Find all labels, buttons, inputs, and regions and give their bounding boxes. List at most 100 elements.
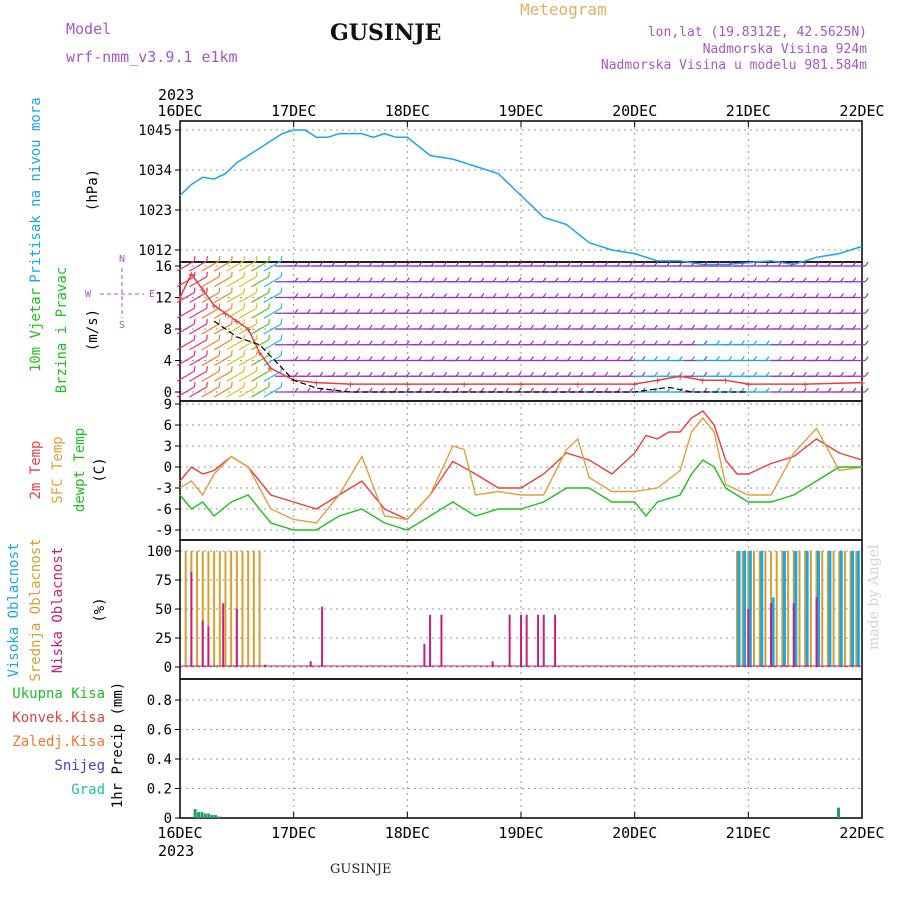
wind-barb-flag bbox=[368, 371, 373, 377]
panel-2: 0 4 8 12 16 bbox=[155, 259, 863, 402]
wind-barb-flag bbox=[243, 318, 246, 325]
wind-barb-flag bbox=[579, 308, 584, 314]
wind-barb-flag bbox=[554, 324, 559, 330]
wind-barb-flag bbox=[728, 371, 733, 377]
precip-legend-2: Konvek.Kisa bbox=[12, 710, 105, 726]
wind-barb-flag bbox=[430, 261, 435, 267]
wind-barb-flag bbox=[230, 318, 233, 325]
wind-barb-flag bbox=[406, 356, 410, 361]
y-tick-label: 6 bbox=[164, 418, 172, 434]
compass-east-label: E bbox=[149, 289, 155, 300]
low-cloud-label: Niska Oblacnost bbox=[50, 547, 66, 673]
wind-barb-flag bbox=[406, 387, 410, 393]
wind-barb-flag bbox=[554, 261, 559, 267]
wind-barb-flag bbox=[579, 324, 584, 330]
wind-barb bbox=[201, 276, 220, 288]
wind-barb-flag bbox=[381, 261, 386, 267]
wind-barb-flag bbox=[579, 293, 584, 298]
wind-barb-flag bbox=[703, 293, 708, 298]
wind-barb-flag bbox=[406, 340, 410, 346]
wind-barb-flag bbox=[344, 340, 348, 346]
wind-barb bbox=[263, 339, 282, 351]
wind-barb-flag bbox=[666, 387, 671, 393]
wind-barb bbox=[251, 354, 270, 367]
precip-bar bbox=[217, 816, 221, 818]
wind-barb-flag bbox=[567, 293, 572, 298]
wind-barb-flag bbox=[381, 356, 386, 361]
wind-axis-label-1: 10m Vjetar bbox=[28, 288, 44, 372]
time-tick-label-bottom: 16DEC bbox=[157, 824, 202, 842]
wind-barb-flag bbox=[331, 356, 336, 361]
wind-barb-flag bbox=[268, 318, 270, 325]
wind-barb-flag bbox=[678, 371, 683, 377]
wind-barb-flag bbox=[430, 308, 435, 314]
wind-barb-flag bbox=[443, 293, 448, 298]
wind-barb bbox=[213, 323, 232, 335]
meteogram-label: Meteogram bbox=[520, 0, 607, 19]
wind-barb-flag bbox=[443, 277, 448, 283]
wind-barb-flag bbox=[230, 271, 233, 277]
wind-barb-flag bbox=[728, 340, 733, 346]
wind-barb-flag bbox=[703, 387, 708, 393]
wind-barb-flag bbox=[480, 261, 485, 267]
wind-barb-flag bbox=[802, 308, 807, 314]
wind-barb-flag bbox=[255, 318, 258, 325]
wind-barb bbox=[176, 307, 195, 319]
wind-barb-flag bbox=[530, 340, 534, 346]
wind-speed-marker: + bbox=[700, 374, 707, 387]
y-tick-label: 8 bbox=[164, 322, 172, 338]
wind-barb-flag bbox=[455, 387, 460, 393]
cloud-series-2 bbox=[737, 551, 860, 667]
wind-barb-flag bbox=[268, 271, 270, 277]
wind-barb-flag bbox=[604, 387, 609, 393]
time-tick-label-bottom: 21DEC bbox=[726, 824, 771, 842]
wind-barb-flag bbox=[393, 371, 398, 377]
wind-barb-flag bbox=[243, 381, 246, 388]
wind-barb-flag bbox=[666, 324, 671, 330]
wind-barb bbox=[201, 339, 220, 351]
wind-barb-flag bbox=[703, 324, 708, 330]
wind-barb-flag bbox=[641, 324, 646, 330]
wind-barb-flag bbox=[218, 350, 221, 356]
wind-barb bbox=[176, 339, 195, 351]
wind-barb-flag bbox=[356, 308, 361, 314]
y-tick-label: 0 bbox=[164, 811, 172, 827]
wind-barb-flag bbox=[406, 371, 410, 377]
wind-barb-flag bbox=[592, 277, 596, 283]
wind-barb-flag bbox=[393, 261, 398, 267]
wind-barb-flag bbox=[505, 277, 510, 283]
wind-barb-flag bbox=[368, 293, 373, 298]
wind-barb bbox=[189, 339, 208, 351]
wind-barb-flag bbox=[604, 340, 609, 346]
y-tick-label: 50 bbox=[155, 602, 172, 618]
y-tick-label: 0 bbox=[164, 660, 172, 676]
wind-barb-flag bbox=[753, 261, 758, 267]
wind-barb-flag bbox=[703, 261, 708, 267]
wind-barb-flag bbox=[554, 340, 559, 346]
wind-barb-flag bbox=[728, 356, 733, 361]
wind-barb-flag bbox=[728, 277, 733, 283]
wind-barb-flag bbox=[505, 340, 510, 346]
wind-barb-flag bbox=[654, 261, 658, 267]
wind-barb-flag bbox=[294, 356, 299, 361]
wind-barb-flag bbox=[716, 356, 720, 361]
wind-barb-flag bbox=[319, 324, 324, 330]
wind-barb-flag bbox=[840, 324, 844, 330]
wind-barb-flag bbox=[616, 387, 621, 393]
wind-barb bbox=[189, 307, 208, 319]
wind-barb-flag bbox=[331, 371, 336, 377]
wind-barb-flag bbox=[381, 387, 386, 393]
wind-barb-flag bbox=[517, 371, 522, 377]
wind-barb-flag bbox=[455, 261, 460, 267]
y-tick-label: 75 bbox=[155, 573, 172, 589]
wind-barb-flag bbox=[678, 340, 683, 346]
wind-barb bbox=[251, 323, 270, 335]
wind-barb-flag bbox=[852, 340, 857, 346]
wind-speed-marker: + bbox=[745, 378, 752, 391]
wind-barb-flag bbox=[765, 277, 770, 283]
y-tick-label: 0.4 bbox=[147, 752, 172, 768]
wind-barb-flag bbox=[691, 324, 696, 330]
wind-barb-flag bbox=[778, 261, 782, 267]
wind-barb-flag bbox=[592, 324, 596, 330]
wind-barb-flag bbox=[728, 387, 733, 393]
